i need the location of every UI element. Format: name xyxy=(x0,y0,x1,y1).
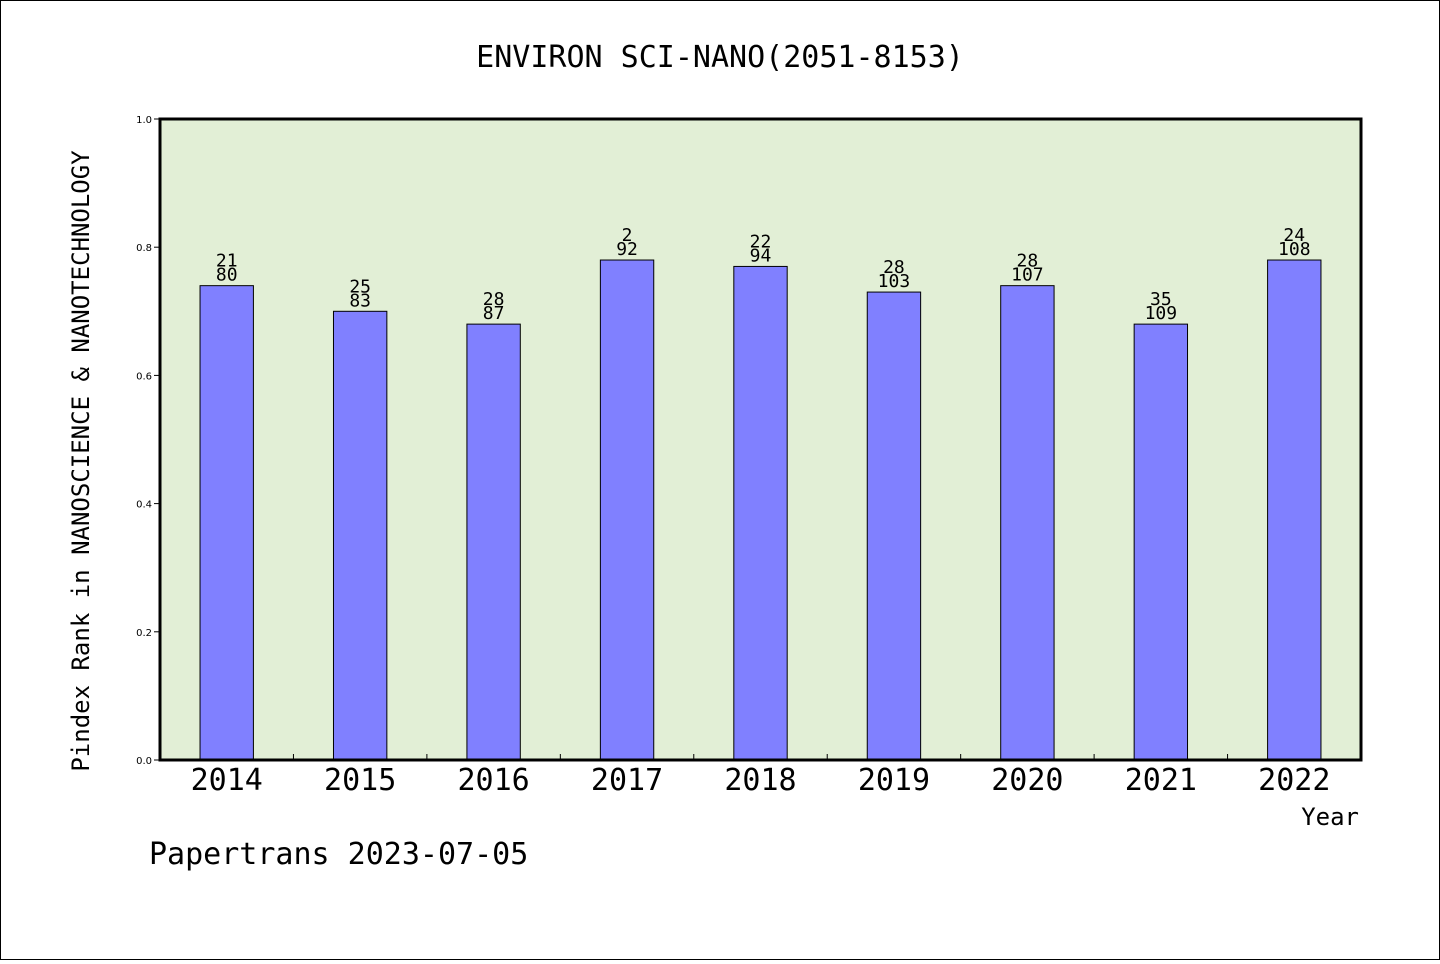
bar-2016 xyxy=(466,323,521,761)
x-axis-label: Year xyxy=(1301,803,1359,831)
y-axis: 0.0 0.2 0.4 0.6 0.8 1.0 xyxy=(136,115,160,767)
x-tick-label-2018: 2018 xyxy=(724,763,796,798)
bar-2020 xyxy=(1000,285,1055,761)
x-tick-label-2016: 2016 xyxy=(457,763,529,798)
bar-rank-label-2018: 22 xyxy=(750,231,772,252)
x-tick-label-2022: 2022 xyxy=(1258,763,1330,798)
bar-total-label-2021: 109 xyxy=(1145,303,1178,324)
y-tick-label-0.2: 0.2 xyxy=(136,628,152,639)
bar-rank-label-2022: 24 xyxy=(1283,225,1305,246)
bar-rank-label-2015: 25 xyxy=(349,276,371,297)
bar-total-label-2019: 103 xyxy=(878,271,911,292)
y-tick-label-0.6: 0.6 xyxy=(136,371,152,382)
bar-rank-label-2014: 21 xyxy=(216,251,238,272)
chart-title: ENVIRON SCI-NANO(2051-8153) xyxy=(476,40,964,75)
y-tick-label-1.0: 1.0 xyxy=(136,115,152,126)
bar-2014 xyxy=(199,285,254,761)
bar-total-label-2015: 83 xyxy=(349,290,371,311)
bar-2017 xyxy=(599,259,655,761)
bar-2015 xyxy=(332,310,388,761)
bar-2022 xyxy=(1267,259,1322,761)
bar-2018 xyxy=(733,265,788,761)
bar-rank-label-2020: 28 xyxy=(1017,251,1039,272)
bar-2019 xyxy=(866,291,922,761)
bar-2021 xyxy=(1133,323,1189,761)
x-tick-label-2021: 2021 xyxy=(1125,763,1197,798)
y-axis-label: Pindex Rank in NANOSCIENCE & NANOTECHNOL… xyxy=(67,150,95,772)
bar-total-label-2016: 87 xyxy=(483,303,505,324)
x-tick-label-2020: 2020 xyxy=(991,763,1063,798)
x-axis: 2014 2015 2016 2017 2018 2019 2020 2021 2022 xyxy=(191,754,1330,798)
bar-total-label-2017: 92 xyxy=(616,239,638,260)
bar-rank-label-2016: 28 xyxy=(483,289,505,310)
x-tick-label-2014: 2014 xyxy=(191,763,263,798)
bar-total-label-2018: 94 xyxy=(750,245,772,266)
x-tick-label-2015: 2015 xyxy=(324,763,396,798)
bar-total-label-2014: 80 xyxy=(216,265,238,286)
bars-layer xyxy=(199,259,1322,761)
plot-border xyxy=(158,117,1363,762)
bar-total-label-2022: 108 xyxy=(1278,239,1311,260)
bar-rank-label-2017: 2 xyxy=(622,225,633,246)
y-tick-label-0.8: 0.8 xyxy=(136,243,152,254)
x-tick-label-2019: 2019 xyxy=(858,763,930,798)
bar-total-label-2020: 107 xyxy=(1011,265,1044,286)
bar-rank-label-2021: 35 xyxy=(1150,289,1172,310)
y-tick-label-0.0: 0.0 xyxy=(136,756,152,767)
footer-text: Papertrans 2023-07-05 xyxy=(149,837,528,872)
bar-rank-label-2019: 28 xyxy=(883,257,905,278)
y-tick-label-0.4: 0.4 xyxy=(136,500,152,511)
x-tick-label-2017: 2017 xyxy=(591,763,663,798)
